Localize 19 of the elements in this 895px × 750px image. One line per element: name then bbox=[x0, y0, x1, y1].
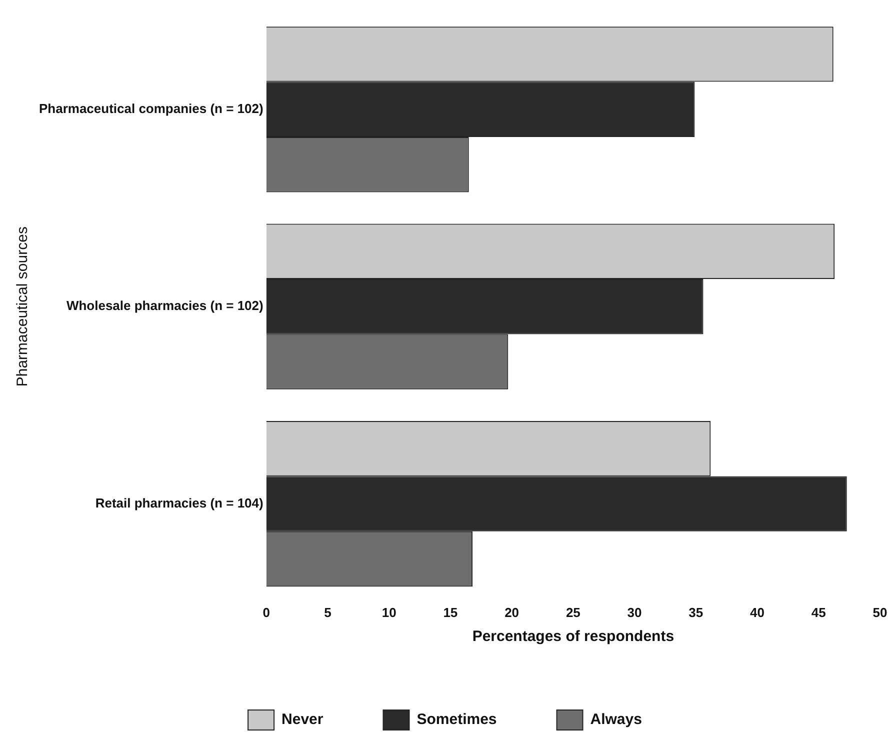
x-tick-label: 5 bbox=[324, 604, 332, 620]
x-tick-label: 20 bbox=[504, 604, 520, 620]
x-tick-label: 15 bbox=[443, 604, 458, 620]
y-tick-label: Pharmaceutical companies (n = 102) bbox=[38, 100, 264, 116]
legend-label: Sometimes bbox=[416, 711, 497, 728]
y-tick-label: Wholesale pharmacies (n = 102) bbox=[66, 298, 264, 314]
x-tick-label: 45 bbox=[811, 604, 826, 620]
y-tick-label: Retail pharmacies (n = 104) bbox=[95, 495, 264, 510]
x-tick-label: 0 bbox=[262, 604, 270, 620]
legend-label: Always bbox=[590, 711, 642, 728]
x-tick-label: 50 bbox=[872, 604, 888, 620]
x-axis-title: Percentages of respondents bbox=[472, 628, 674, 646]
x-tick-label: 40 bbox=[750, 604, 765, 620]
legend-label: Never bbox=[282, 711, 324, 728]
x-tick-label: 10 bbox=[382, 604, 396, 620]
x-tick-label: 25 bbox=[566, 604, 580, 620]
x-tick-label: 35 bbox=[688, 604, 704, 620]
x-tick-label: 30 bbox=[627, 604, 642, 620]
y-axis-title: Pharmaceutical sources bbox=[14, 226, 32, 387]
